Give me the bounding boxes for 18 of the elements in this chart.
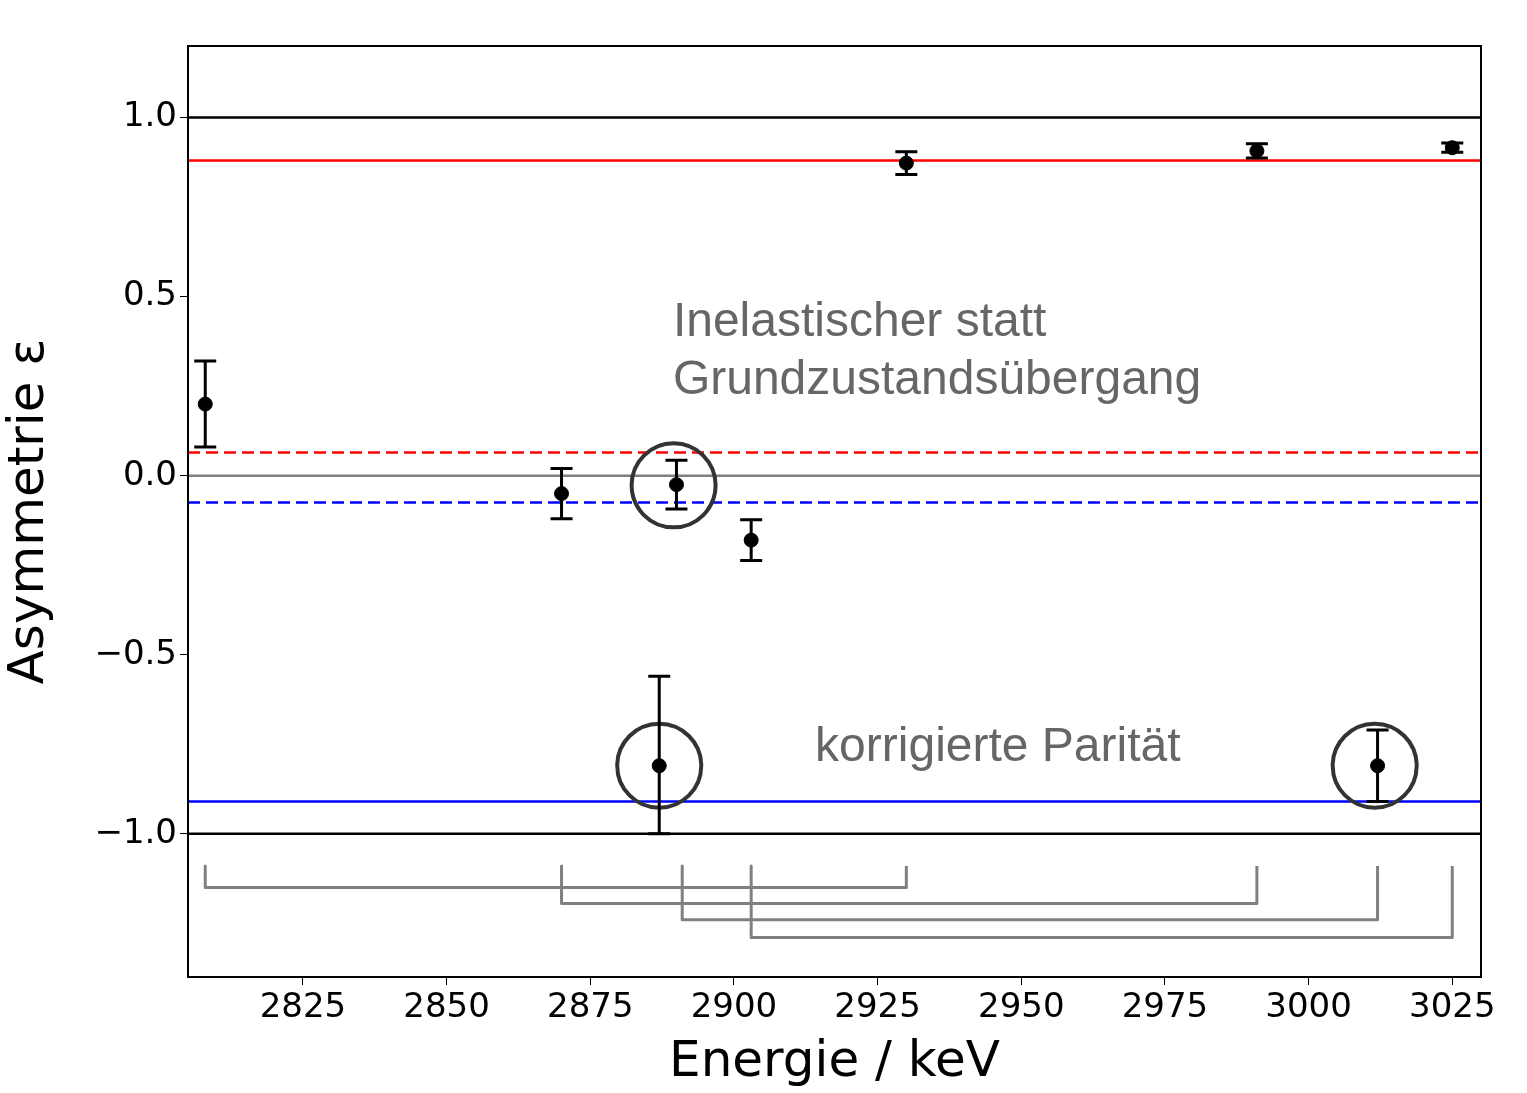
x-tick-label: 2950 (978, 985, 1065, 1026)
x-tick-label: 2975 (1121, 985, 1209, 1026)
x-axis-title: Energie / keV (669, 1029, 1000, 1088)
y-tick-label: 1.0 (122, 94, 177, 135)
annotation: Inelastischer statt Grundzustandsübergang (672, 292, 1202, 404)
x-tick-label: 2850 (403, 985, 490, 1026)
x-tick-label: 3025 (1409, 985, 1496, 1026)
y-tick-label: 0.5 (122, 273, 177, 314)
y-tick-label: −1.0 (94, 810, 177, 851)
y-axis-title: Asymmetrie ε (0, 338, 55, 685)
x-tick-label: 2900 (690, 985, 778, 1026)
x-tick-label: 2875 (547, 985, 634, 1026)
x-tick-label: 2825 (259, 985, 347, 1026)
y-tick-label: 0.0 (122, 452, 177, 493)
annotation: korrigierte Parität (815, 718, 1181, 772)
y-tick-label: −0.5 (94, 631, 177, 672)
x-tick-label: 2925 (834, 985, 921, 1026)
x-tick-label: 3000 (1265, 985, 1352, 1026)
